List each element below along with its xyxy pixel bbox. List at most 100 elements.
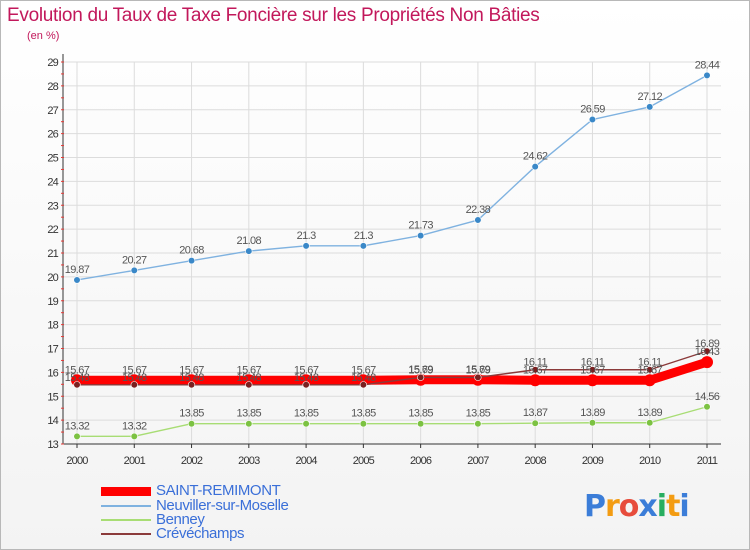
data-label-neuviller-sur-moselle-2009: 26.59 [580,104,605,116]
logo-letter: o [618,489,640,524]
data-point-neuviller-sur-moselle-2009 [588,115,597,124]
data-point-benney-2011 [703,403,711,411]
legend-item-neuviller-sur-moselle[interactable]: Neuviller-sur-Moselle [101,497,361,514]
data-label-benney-2008: 13.87 [523,407,548,419]
x-tick-label-2002: 2002 [181,455,203,467]
data-point-crevechamps-2002 [187,381,196,389]
data-label-benney-2003: 13.85 [237,408,262,420]
data-label-benney-2006: 13.85 [408,408,433,420]
data-label-saint-remimont-2002: 15.67 [179,364,204,376]
data-point-crevechamps-2008 [531,366,539,374]
x-tick-label-2003: 2003 [238,455,260,467]
y-tick-label-16: 16 [47,367,58,379]
y-tick-label-14: 14 [47,415,58,427]
data-point-benney-2005 [359,420,367,428]
data-label-neuviller-sur-moselle-2011: 28.44 [695,59,720,71]
series-line-benney [76,406,708,438]
series-line-crevechamps [76,350,708,386]
chart-unit-label: (en %) [27,30,60,42]
data-point-crevechamps-2007 [474,373,482,381]
data-point-benney-2004 [302,420,310,428]
data-point-neuviller-sur-moselle-2005 [359,242,367,250]
x-tick-label-2010: 2010 [639,455,661,467]
legend-label-benney: Benney [156,511,205,528]
x-tick-label-2008: 2008 [525,455,547,467]
x-tick-label-2001: 2001 [124,455,146,467]
legend-swatch-saint-remimont [101,487,151,496]
data-label-crevechamps-2005: 15.48 [351,372,376,384]
data-label-neuviller-sur-moselle-2002: 20.68 [179,245,204,257]
data-label-crevechamps-2008: 16.11 [523,357,547,369]
logo-letter: i [656,489,667,524]
data-point-neuviller-sur-moselle-2003 [245,247,253,255]
data-label-benney-2009: 13.89 [580,407,605,419]
y-tick-label-19: 19 [47,296,58,308]
data-label-crevechamps-2002: 15.48 [179,372,204,384]
data-point-benney-2000 [73,432,81,440]
data-label-neuviller-sur-moselle-2003: 21.08 [237,235,262,247]
data-label-saint-remimont-2000: 15.67 [65,364,90,376]
data-label-saint-remimont-2004: 15.67 [294,364,319,376]
y-tick-label-25: 25 [47,153,58,165]
data-point-crevechamps-2006 [417,373,425,381]
data-label-crevechamps-2009: 16.11 [581,357,605,369]
data-point-neuviller-sur-moselle-2010 [646,103,654,111]
x-tick-label-2004: 2004 [295,455,317,467]
data-label-benney-2001: 13.32 [122,420,147,432]
legend-item-saint-remimont[interactable]: SAINT-REMIMONT [101,482,361,499]
data-point-neuviller-sur-moselle-2001 [130,266,138,275]
x-tick-label-2005: 2005 [353,455,375,467]
legend-label-crevechamps: Crévéchamps [156,525,245,542]
y-tick-label-17: 17 [47,344,58,356]
data-point-benney-2009 [588,419,597,427]
x-tick-label-2007: 2007 [467,455,489,467]
data-point-neuviller-sur-moselle-2004 [302,242,310,250]
y-tick-label-20: 20 [47,272,58,284]
data-label-saint-remimont-2005: 15.67 [351,364,376,376]
x-tick-label-2006: 2006 [410,455,432,467]
data-point-crevechamps-2001 [130,381,138,389]
data-label-crevechamps-2007: 15.79 [466,364,491,376]
y-tick-label-24: 24 [47,176,58,188]
y-tick-label-18: 18 [47,320,58,332]
data-label-benney-2007: 13.85 [466,408,491,420]
data-label-neuviller-sur-moselle-2008: 24.62 [523,151,548,163]
data-label-crevechamps-2011: 16.89 [695,338,720,350]
logo-letter: i [679,489,689,524]
data-point-crevechamps-2010 [646,366,654,374]
y-tick-label-27: 27 [47,105,58,117]
data-label-crevechamps-2003: 15.48 [237,372,262,384]
logo-letter: P [584,489,606,524]
data-label-benney-2002: 13.85 [179,408,204,420]
data-label-benney-2010: 13.89 [637,407,662,419]
legend-item-crevechamps[interactable]: Crévéchamps [101,525,361,542]
data-label-neuviller-sur-moselle-2001: 20.27 [122,254,147,266]
data-point-crevechamps-2000 [73,381,81,389]
data-label-neuviller-sur-moselle-2004: 21.3 [297,230,316,242]
data-point-saint-remimont-2011 [701,356,713,369]
data-point-saint-remimont-2008 [529,374,542,387]
data-point-neuviller-sur-moselle-2008 [531,162,539,171]
data-point-saint-remimont-2009 [586,374,599,387]
data-point-neuviller-sur-moselle-2006 [417,231,425,240]
data-point-neuviller-sur-moselle-2000 [73,276,81,284]
data-point-neuviller-sur-moselle-2011 [703,71,711,79]
data-label-saint-remimont-2008: 15.67 [523,364,548,376]
x-tick-label-2011: 2011 [697,455,718,467]
legend-swatch-neuviller-sur-moselle [101,505,151,507]
data-point-neuviller-sur-moselle-2002 [187,257,196,265]
data-label-neuviller-sur-moselle-2006: 21.73 [408,220,433,232]
legend-item-benney[interactable]: Benney [101,511,361,528]
data-point-benney-2003 [245,420,253,428]
data-labels: 13.32 13.32 13.85 13.85 13.85 13.85 13.85 13.85… [65,59,721,432]
data-label-saint-remimont-2006: 15.69 [408,364,433,376]
data-point-crevechamps-2004 [302,381,310,389]
logo-letter: r [605,489,620,524]
data-label-crevechamps-2000: 15.48 [65,372,90,384]
data-point-benney-2002 [187,420,196,428]
proxiti-logo: Proxiti [584,489,690,524]
data-point-crevechamps-2005 [359,381,367,389]
data-label-crevechamps-2010: 16.11 [638,357,662,369]
